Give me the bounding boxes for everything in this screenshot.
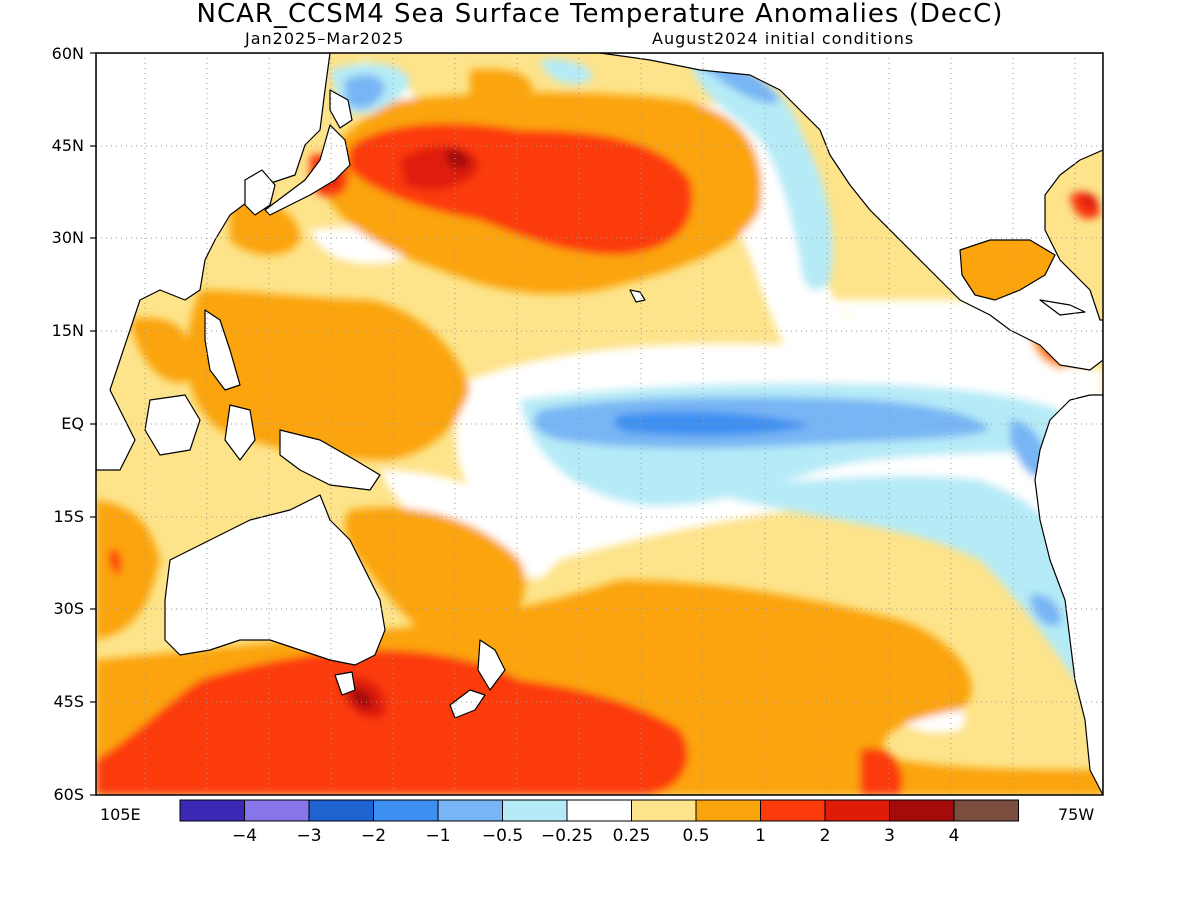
colorbar-label: 0.5 bbox=[682, 826, 710, 846]
colorbar-label: −3 bbox=[296, 826, 322, 846]
colorbar-swatch bbox=[373, 799, 439, 822]
colorbar-swatch bbox=[502, 799, 568, 822]
colorbar-swatch bbox=[437, 799, 503, 822]
colorbar-swatch bbox=[953, 799, 1019, 822]
colorbar-label: −0.25 bbox=[540, 826, 594, 846]
colorbar-label: −0.5 bbox=[481, 826, 524, 846]
colorbar-swatch bbox=[308, 799, 374, 822]
colorbar-label: 4 bbox=[948, 826, 960, 846]
colorbar-label: 0.25 bbox=[612, 826, 651, 846]
anomaly-field bbox=[96, 53, 1103, 795]
colorbar-label: 3 bbox=[884, 826, 895, 846]
lat-label-60n: 60N bbox=[51, 44, 84, 63]
lat-label-60s: 60S bbox=[53, 785, 84, 804]
lat-ticks bbox=[90, 52, 96, 796]
colorbar bbox=[179, 799, 1019, 822]
lat-label-30s: 30S bbox=[53, 599, 84, 618]
colorbar-swatch bbox=[889, 799, 955, 822]
lat-label-eq: EQ bbox=[61, 414, 84, 433]
lat-label-15n: 15N bbox=[51, 321, 84, 340]
colorbar-label: 2 bbox=[819, 826, 831, 846]
colorbar-swatch bbox=[760, 799, 826, 822]
colorbar-label: −2 bbox=[360, 826, 387, 846]
colorbar-label: −4 bbox=[231, 826, 258, 846]
colorbar-swatch bbox=[566, 799, 632, 822]
graticule bbox=[96, 53, 1103, 795]
colorbar-swatch bbox=[244, 799, 310, 822]
lon-label-75w: 75W bbox=[1058, 805, 1095, 824]
map-title: NCAR_CCSM4 Sea Surface Temperature Anoma… bbox=[196, 0, 1004, 29]
colorbar-swatch bbox=[695, 799, 761, 822]
colorbar-label: 1 bbox=[755, 826, 766, 846]
colorbar-swatch bbox=[631, 799, 697, 822]
lat-label-45n: 45N bbox=[51, 136, 84, 155]
colorbar-swatch bbox=[824, 799, 890, 822]
colorbar-label: −1 bbox=[425, 826, 451, 846]
land-masses bbox=[96, 53, 1103, 795]
lon-label-105e: 105E bbox=[100, 805, 141, 824]
forecast-period: Jan2025–Mar2025 bbox=[245, 29, 405, 48]
colorbar-swatch bbox=[179, 799, 245, 822]
lat-label-30n: 30N bbox=[51, 228, 84, 247]
initial-conditions: August2024 initial conditions bbox=[652, 29, 915, 48]
lat-label-15s: 15S bbox=[53, 507, 84, 526]
lat-label-45s: 45S bbox=[53, 692, 84, 711]
